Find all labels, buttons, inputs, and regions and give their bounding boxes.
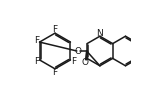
Text: F: F: [52, 68, 58, 77]
Text: F: F: [52, 25, 58, 34]
Text: F: F: [71, 57, 76, 66]
Text: F: F: [34, 36, 39, 45]
Text: O: O: [82, 58, 89, 67]
Text: N: N: [96, 29, 103, 38]
Text: O: O: [75, 47, 82, 55]
Text: F: F: [34, 57, 39, 66]
